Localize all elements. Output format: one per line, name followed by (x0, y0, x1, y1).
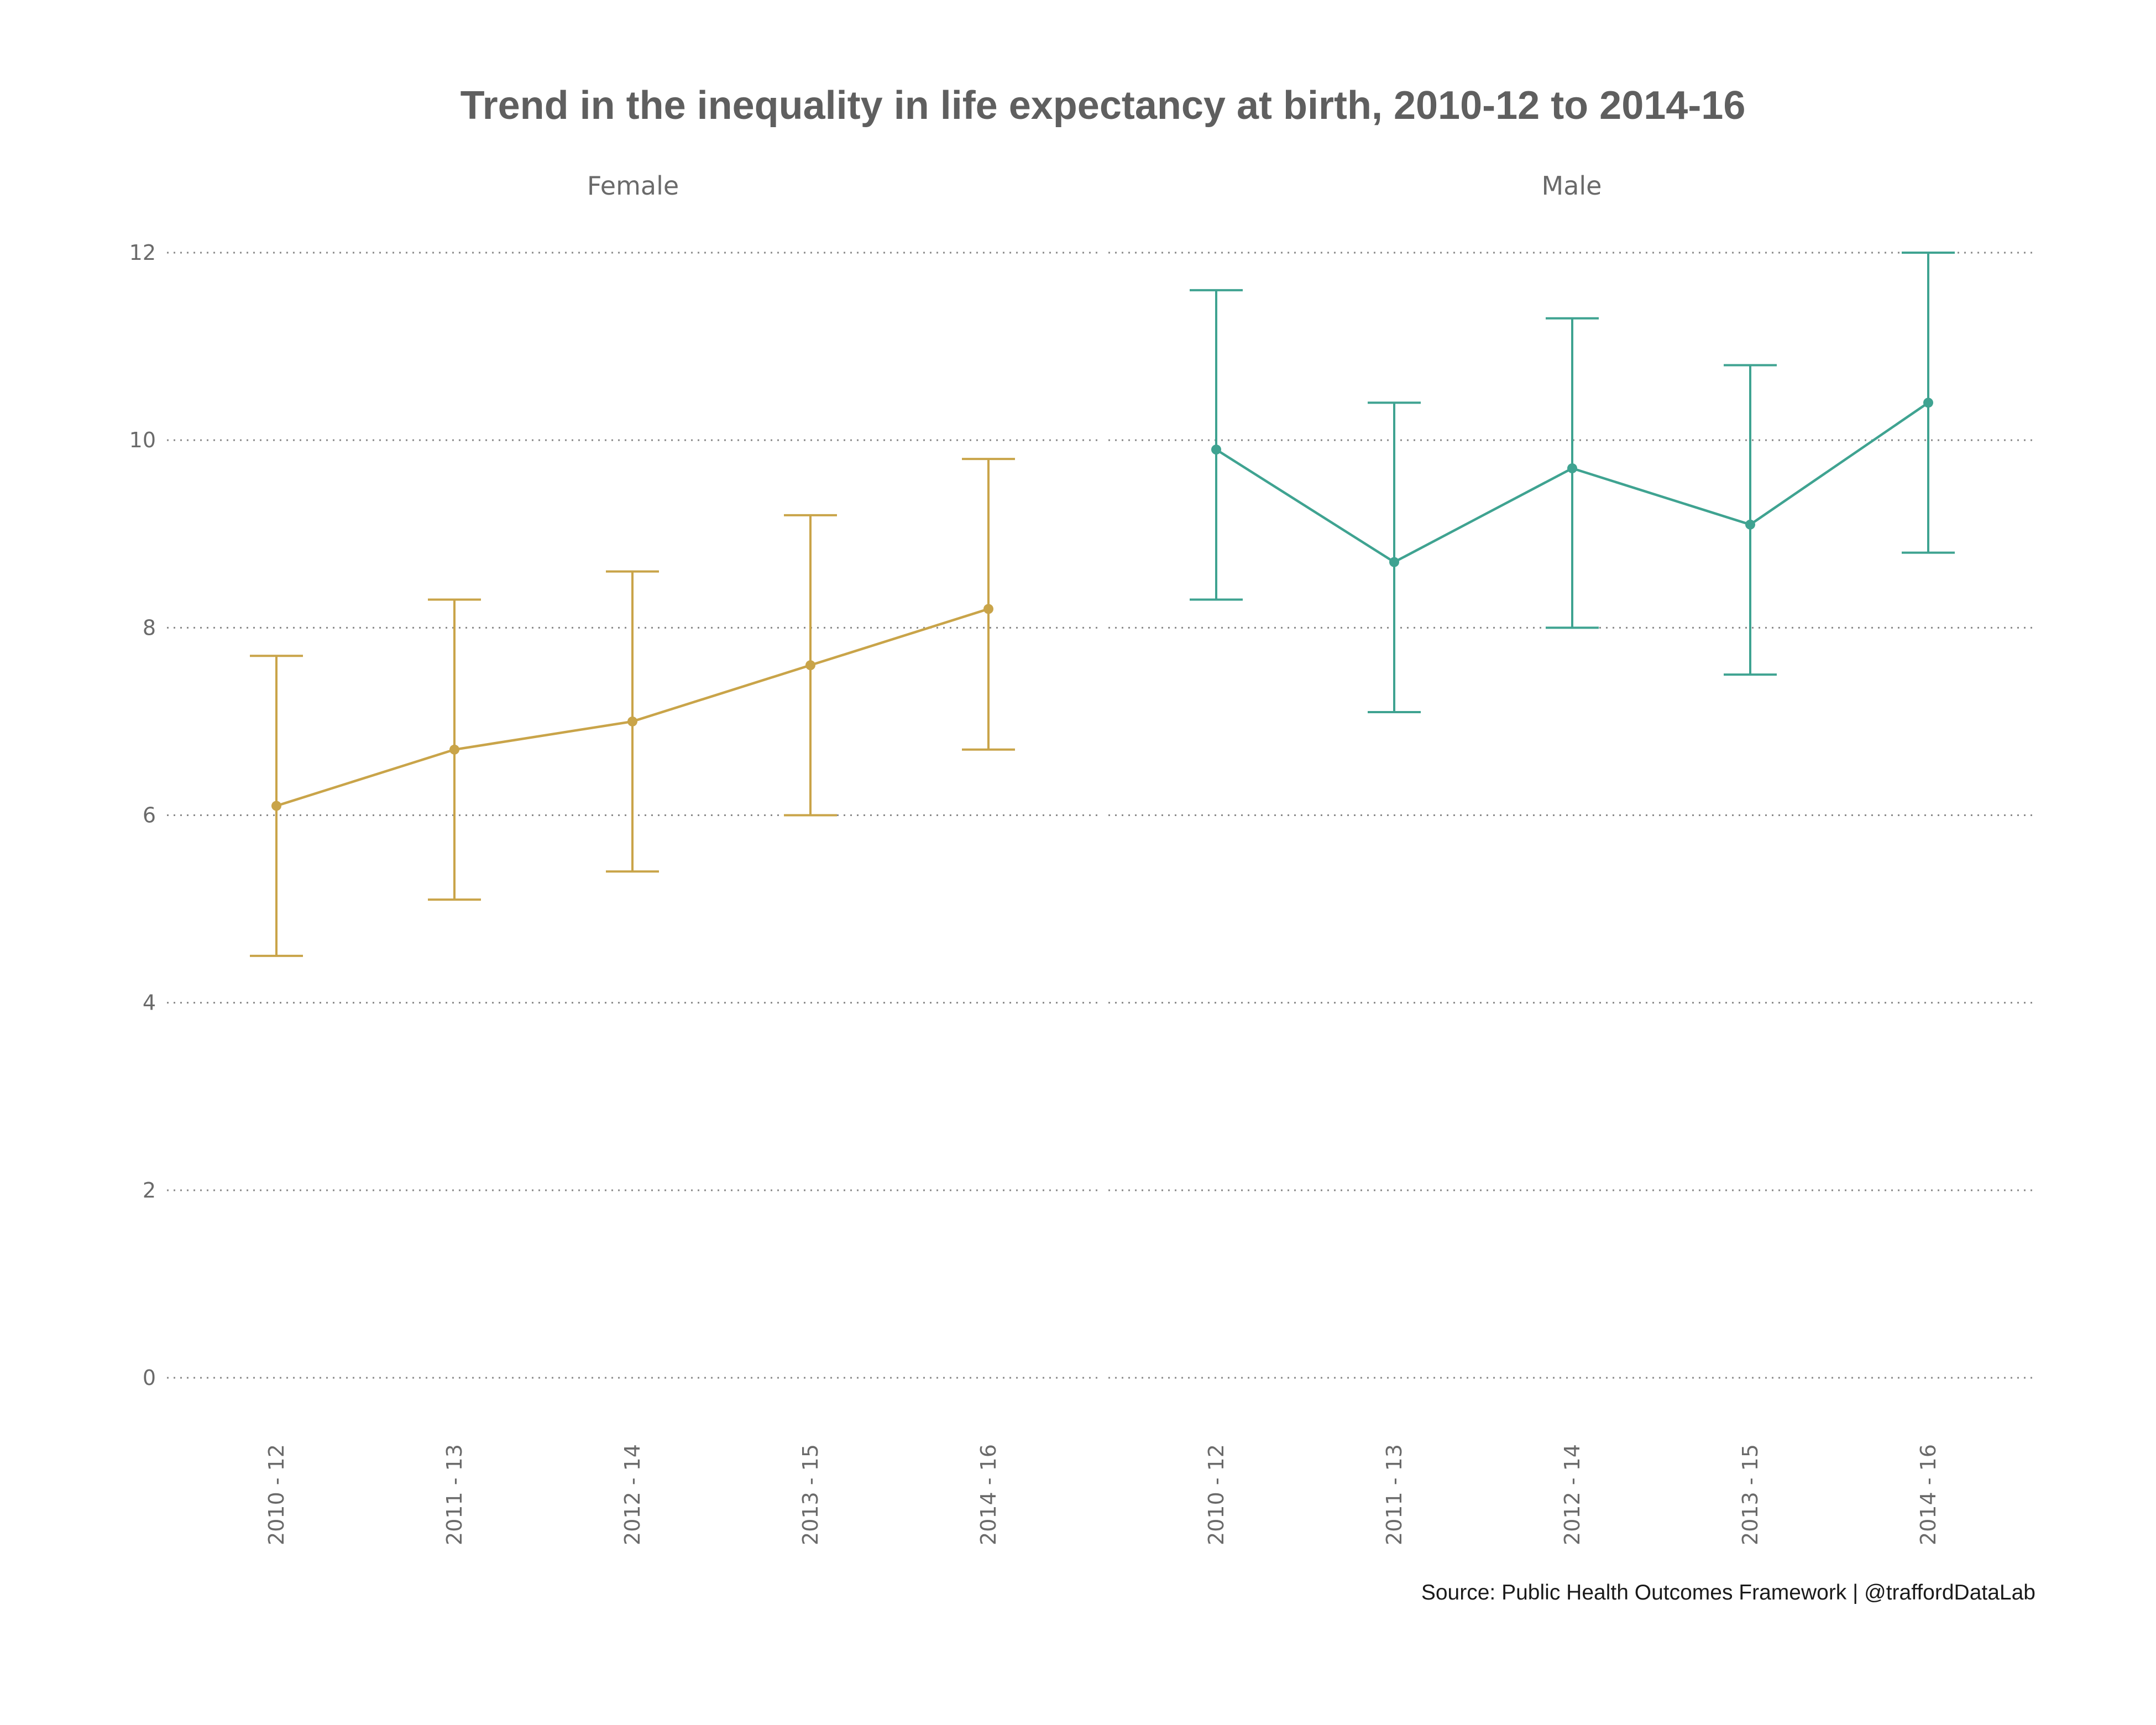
data-point (1745, 519, 1755, 530)
chart-title: Trend in the inequality in life expectan… (460, 83, 1746, 128)
x-tick-label: 2013 - 15 (1738, 1444, 1762, 1545)
data-point (449, 744, 459, 755)
y-tick-label: 6 (143, 803, 156, 828)
data-point (271, 801, 281, 811)
panel-male: Male 2010 - 12 2011 - 13 2012 - 14 2013 - 15… (1190, 171, 1955, 1545)
panels: Female 2010 - 12 2011 - 13 2012 - 14 2013 - … (250, 171, 1955, 1545)
y-tick-label: 0 (143, 1366, 156, 1390)
data-point (805, 660, 815, 671)
source-caption: Source: Public Health Outcomes Framework… (1421, 1581, 2035, 1604)
x-tick-label: 2012 - 14 (1560, 1444, 1584, 1545)
y-tick-label: 4 (143, 991, 156, 1015)
x-tick-label: 2014 - 16 (1916, 1444, 1940, 1545)
data-point (1211, 445, 1221, 455)
data-point (1567, 463, 1577, 474)
x-tick-label: 2013 - 15 (798, 1444, 823, 1545)
y-tick-label: 8 (143, 615, 156, 640)
x-tick-label: 2010 - 12 (1204, 1444, 1228, 1545)
data-point (1389, 557, 1399, 567)
y-axis: 0 2 4 6 8 10 12 (129, 241, 156, 1390)
y-tick-label: 12 (129, 241, 156, 265)
data-point (627, 716, 637, 726)
y-tick-label: 10 (129, 428, 156, 452)
panel-female: Female 2010 - 12 2011 - 13 2012 - 14 2013 - … (250, 171, 1015, 1545)
data-point (983, 604, 993, 614)
x-tick-label: 2010 - 12 (264, 1444, 289, 1545)
panel-label: Female (587, 171, 679, 201)
x-tick-label: 2011 - 13 (442, 1444, 467, 1545)
y-tick-label: 2 (143, 1178, 156, 1203)
x-tick-label: 2011 - 13 (1382, 1444, 1406, 1545)
x-tick-label: 2014 - 16 (976, 1444, 1001, 1545)
panel-label: Male (1542, 171, 1602, 201)
data-point (1923, 398, 1933, 408)
gridlines (167, 252, 2035, 1379)
x-tick-label: 2012 - 14 (620, 1444, 645, 1545)
